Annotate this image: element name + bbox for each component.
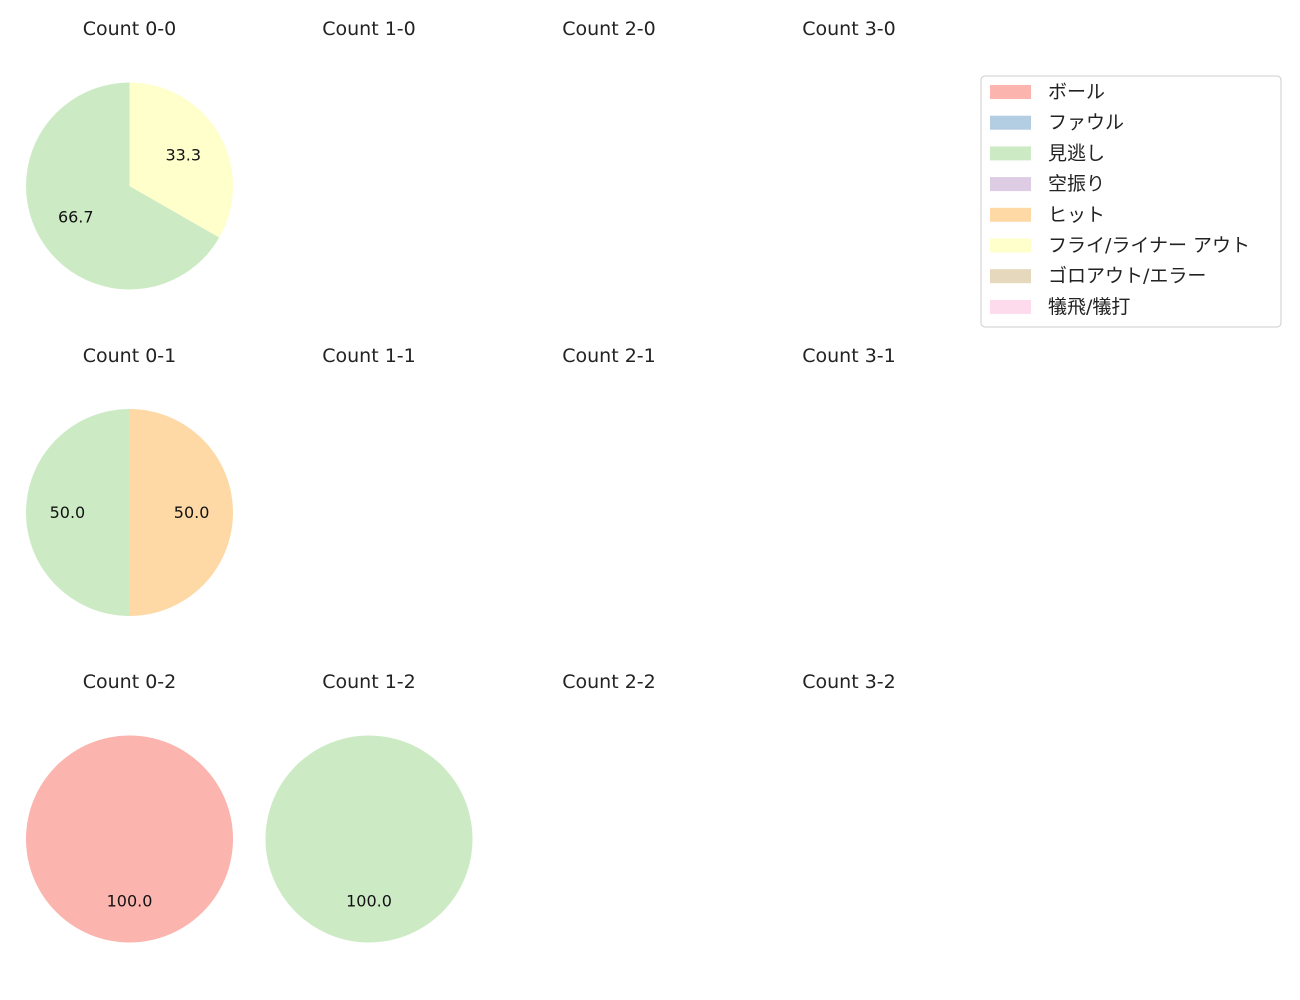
legend-item-6: ゴロアウト/エラー — [990, 265, 1206, 287]
pie-slice-count-0-0-1 — [129, 82, 233, 238]
pie-panels: Count 0-0 66.7 33.3 Count 1-0 Count 2-0 Count… — [25, 18, 896, 943]
legend-item-3: 空振り — [990, 173, 1105, 195]
legend-swatch — [990, 177, 1031, 192]
legend-swatch — [990, 269, 1031, 284]
panel-title: Count 1-1 — [322, 345, 416, 367]
legend-label: 空振り — [1048, 173, 1105, 195]
legend-label: フライ/ライナー アウト — [1048, 235, 1250, 257]
pie-panel-count-3-1: Count 3-1 — [802, 345, 896, 367]
pie-panel-count-2-0: Count 2-0 — [562, 18, 656, 40]
legend-item-5: フライ/ライナー アウト — [990, 235, 1250, 257]
legend-swatch — [990, 115, 1031, 130]
legend-item-0: ボール — [990, 81, 1105, 103]
legend-swatch — [990, 299, 1031, 314]
pct-label: 50.0 — [174, 503, 210, 522]
panel-title: Count 0-0 — [83, 18, 177, 40]
legend-label: ヒット — [1048, 204, 1105, 226]
panel-title: Count 0-1 — [83, 345, 177, 367]
legend-item-2: 見逃し — [990, 142, 1105, 164]
legend-label: 犠飛/犠打 — [1048, 296, 1130, 318]
legend-item-1: ファウル — [990, 112, 1124, 134]
legend-label: ボール — [1048, 81, 1105, 103]
legend-label: ファウル — [1048, 112, 1124, 134]
legend-item-7: 犠飛/犠打 — [990, 296, 1130, 318]
pie-panel-count-1-2: Count 1-2 100.0 — [265, 671, 473, 943]
panel-title: Count 1-0 — [322, 18, 416, 40]
pct-label: 66.7 — [58, 208, 94, 227]
panel-title: Count 0-2 — [83, 671, 177, 693]
pie-slice-count-0-2-0 — [26, 735, 233, 943]
pct-label: 50.0 — [50, 503, 86, 522]
panel-title: Count 2-0 — [562, 18, 656, 40]
legend-frame — [980, 75, 1282, 328]
legend-label: 見逃し — [1048, 142, 1105, 164]
pct-label: 100.0 — [346, 892, 392, 911]
pie-panel-count-1-0: Count 1-0 — [322, 18, 416, 40]
pie-slice-count-0-1-0 — [25, 409, 130, 616]
legend-swatch — [990, 207, 1031, 222]
legend-swatch — [990, 238, 1031, 253]
pie-slice-count-0-0-0 — [25, 82, 220, 290]
pie-panel-count-3-2: Count 3-2 — [802, 671, 896, 693]
panel-title: Count 1-2 — [322, 671, 416, 693]
panel-title: Count 3-1 — [802, 345, 896, 367]
pie-panel-count-2-1: Count 2-1 — [562, 345, 656, 367]
pie-panel-count-0-1: Count 0-1 50.0 50.0 — [25, 345, 234, 616]
legend-item-4: ヒット — [990, 204, 1105, 226]
pct-label: 100.0 — [107, 892, 153, 911]
pie-panel-count-1-1: Count 1-1 — [322, 345, 416, 367]
pie-slice-count-0-1-1 — [129, 409, 234, 616]
legend-swatch — [990, 146, 1031, 161]
legend-label: ゴロアウト/エラー — [1048, 265, 1206, 287]
legend-swatch — [990, 85, 1031, 99]
pie-panel-count-0-2: Count 0-2 100.0 — [26, 671, 233, 943]
pie-panel-count-0-0: Count 0-0 66.7 33.3 — [25, 18, 233, 290]
panel-title: Count 3-0 — [802, 18, 896, 40]
panel-title: Count 2-1 — [562, 345, 656, 367]
pie-slice-count-1-2-0 — [265, 735, 473, 943]
pie-panel-count-3-0: Count 3-0 — [802, 18, 896, 40]
pie-panel-count-2-2: Count 2-2 — [562, 671, 656, 693]
panel-title: Count 2-2 — [562, 671, 656, 693]
pct-label: 33.3 — [165, 145, 201, 164]
panel-title: Count 3-2 — [802, 671, 896, 693]
